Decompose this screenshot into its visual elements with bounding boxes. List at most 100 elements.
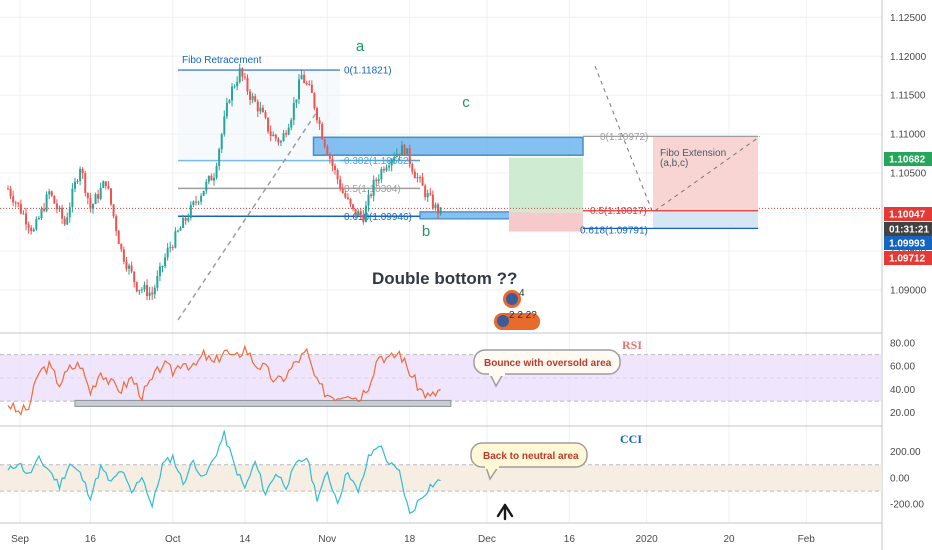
cci-pane[interactable]: 200.00 0.00 -200.00 bbox=[0, 430, 924, 515]
candle-body bbox=[81, 168, 84, 174]
candle-body bbox=[37, 217, 40, 219]
time-tick: Nov bbox=[318, 534, 336, 545]
candle-body bbox=[282, 133, 285, 142]
wave-label-b: b bbox=[422, 223, 430, 240]
rsi-support-box[interactable] bbox=[74, 399, 452, 407]
candle-body bbox=[223, 116, 226, 135]
candle-body bbox=[63, 218, 66, 225]
candle-body bbox=[385, 167, 388, 171]
candle-body bbox=[254, 96, 257, 102]
time-tick: 16 bbox=[85, 534, 97, 545]
candle-body bbox=[238, 68, 241, 82]
price-tick: 1.11500 bbox=[890, 91, 926, 102]
candle-body bbox=[424, 185, 427, 198]
candle-body bbox=[50, 191, 53, 196]
time-tick: 2020 bbox=[635, 534, 658, 545]
candle-body bbox=[76, 180, 79, 182]
candle-body bbox=[89, 198, 92, 209]
candle-body bbox=[130, 265, 133, 272]
candle-body bbox=[12, 196, 15, 203]
candle-body bbox=[205, 181, 208, 191]
cci-note-bubble[interactable] bbox=[470, 442, 588, 481]
candle-body bbox=[140, 289, 143, 291]
candle-body bbox=[341, 188, 344, 194]
extension-level-label: 0(1.10972) bbox=[600, 132, 648, 143]
stop-zone[interactable] bbox=[509, 212, 583, 232]
chat-bubble-icon[interactable] bbox=[494, 313, 540, 330]
rsi-pane[interactable]: 80.00 60.00 40.00 20.00 bbox=[0, 338, 915, 419]
candle-body bbox=[243, 76, 246, 78]
candle-body bbox=[86, 192, 89, 199]
target-zone[interactable] bbox=[509, 157, 583, 213]
candle-body bbox=[359, 211, 362, 216]
notes-count-top: 4 bbox=[519, 288, 525, 299]
candle-body bbox=[267, 117, 270, 132]
candle-body bbox=[290, 119, 293, 128]
up-arrow-cursor-icon bbox=[496, 503, 514, 521]
candle-body bbox=[352, 204, 355, 209]
candle-body bbox=[382, 169, 385, 171]
candle-body bbox=[233, 86, 236, 88]
candle-body bbox=[169, 247, 172, 249]
cci-tick: -200.00 bbox=[890, 500, 924, 511]
supply-zone[interactable] bbox=[312, 136, 584, 156]
candle-body bbox=[354, 208, 357, 216]
candle-body bbox=[210, 175, 213, 181]
fibo-extension-subtitle: (a,b,c) bbox=[660, 158, 688, 169]
candle-body bbox=[256, 101, 259, 112]
candle-body bbox=[179, 227, 182, 231]
candle-body bbox=[272, 134, 275, 137]
candle-body bbox=[27, 224, 30, 228]
candle-body bbox=[292, 102, 295, 120]
wave-label-c: c bbox=[462, 94, 470, 111]
time-tick: Sep bbox=[11, 534, 29, 545]
rsi-note-text: Bounce with oversold area bbox=[484, 358, 612, 369]
time-tick: 18 bbox=[404, 534, 416, 545]
candle-body bbox=[336, 170, 339, 180]
candle-body bbox=[236, 81, 239, 87]
rsi-note-bubble[interactable] bbox=[473, 349, 621, 388]
price-label-text: 1.10047 bbox=[889, 210, 926, 221]
candle-body bbox=[48, 191, 51, 195]
candle-body bbox=[156, 275, 159, 288]
candle-body bbox=[68, 207, 71, 218]
cci-tick: 200.00 bbox=[890, 447, 921, 458]
candle-body bbox=[19, 203, 22, 214]
extension-projection[interactable] bbox=[594, 65, 653, 211]
candle-body bbox=[372, 179, 375, 196]
extension-level-label: 0.5(1.10017) bbox=[590, 206, 647, 217]
candle-body bbox=[184, 218, 187, 221]
candle-body bbox=[192, 201, 195, 206]
candle-body bbox=[393, 156, 396, 160]
fibo-trend-line[interactable] bbox=[177, 109, 319, 321]
fibo-extension[interactable]: 0(1.10972) 0.5(1.10017) 0.618(1.09791) bbox=[580, 65, 761, 236]
extension-fill-low bbox=[653, 210, 758, 229]
candle-body bbox=[274, 134, 277, 139]
extension-projection[interactable] bbox=[654, 135, 761, 212]
candle-body bbox=[439, 207, 442, 214]
candle-body bbox=[390, 159, 393, 166]
time-tick: Oct bbox=[165, 534, 181, 545]
cci-note-text: Back to neutral area bbox=[483, 451, 579, 462]
rsi-tick: 20.00 bbox=[890, 408, 915, 419]
candle-body bbox=[380, 169, 383, 180]
candle-body bbox=[395, 153, 398, 157]
candle-body bbox=[120, 243, 123, 250]
candle-body bbox=[364, 205, 367, 222]
candle-body bbox=[110, 188, 112, 205]
time-axis[interactable]: Sep 16 Oct 14 Nov 18 Dec 16 2020 20 Feb bbox=[11, 534, 815, 545]
candle-body bbox=[313, 92, 316, 109]
candle-body bbox=[318, 120, 321, 125]
notes-count-bottom: 2 2 2? bbox=[509, 310, 537, 321]
candle-body bbox=[316, 108, 318, 121]
chat-bubble-icon[interactable] bbox=[503, 290, 521, 308]
wave-label-a: a bbox=[356, 38, 365, 55]
candle-body bbox=[66, 217, 69, 225]
candle-body bbox=[102, 181, 105, 188]
candle-body bbox=[58, 207, 61, 210]
candle-body bbox=[413, 171, 416, 179]
candle-body bbox=[437, 204, 440, 214]
candle-body bbox=[71, 188, 74, 208]
candle-body bbox=[112, 204, 115, 217]
